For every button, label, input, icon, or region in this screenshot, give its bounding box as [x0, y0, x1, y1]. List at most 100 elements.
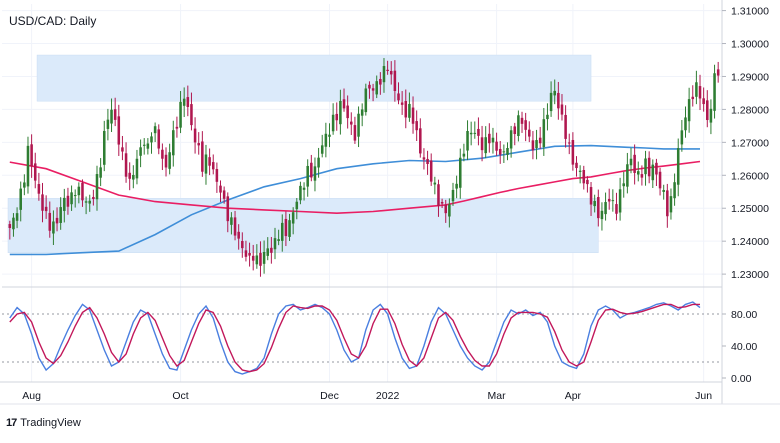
candle-body	[306, 165, 309, 187]
candle-body	[702, 98, 705, 105]
candle-body	[277, 239, 280, 241]
support-resistance-zones	[7, 54, 599, 253]
time-tick-label: Mar	[488, 390, 507, 402]
candle-body	[662, 189, 665, 192]
candle-body	[698, 86, 702, 99]
candle-body	[586, 179, 589, 185]
candle-body	[375, 81, 378, 95]
candle-body	[546, 114, 549, 120]
candle-body	[346, 105, 349, 119]
candle-body	[113, 109, 117, 120]
candle-body	[288, 220, 291, 237]
candle-body	[600, 210, 604, 220]
time-tick-label: Oct	[172, 390, 188, 402]
candle-body	[182, 98, 186, 106]
candle-body	[55, 217, 59, 224]
candle-body	[477, 128, 480, 136]
stochastic-d-line	[9, 303, 700, 373]
candle-body	[193, 128, 197, 143]
time-tick-label: Jun	[695, 390, 712, 402]
candle-body	[408, 103, 411, 118]
candle-body	[484, 137, 487, 154]
candle-body	[353, 125, 357, 141]
candle-body	[360, 109, 364, 116]
candle-body	[538, 137, 542, 144]
candle-body	[52, 221, 55, 234]
candle-body	[99, 167, 102, 178]
candle-body	[666, 190, 669, 217]
brand-footer: 17 TradingView	[6, 417, 81, 429]
candle-body	[92, 196, 95, 200]
price-tick-label: 1.28000	[731, 104, 769, 116]
candle-body	[404, 101, 408, 118]
candle-body	[560, 104, 564, 115]
candle-body	[615, 204, 618, 214]
candle-body	[411, 107, 415, 124]
candle-body	[549, 92, 553, 112]
candle-body	[8, 224, 12, 228]
candle-body	[517, 115, 520, 137]
candle-body	[142, 144, 146, 146]
candle-body	[713, 73, 716, 111]
price-tick-label: 1.30000	[731, 39, 769, 51]
candle-body	[299, 185, 302, 201]
candle-body	[687, 99, 691, 122]
price-tick-label: 1.27000	[731, 137, 769, 149]
candle-body	[397, 93, 400, 101]
candle-body	[175, 126, 179, 129]
candle-body	[320, 145, 324, 154]
candle-body	[259, 252, 262, 266]
fast-moving-average-line	[9, 160, 701, 215]
candle-body	[241, 241, 244, 249]
candle-body	[491, 137, 495, 143]
candle-body	[63, 197, 66, 211]
candle-body	[524, 120, 527, 130]
candle-body	[331, 114, 335, 132]
candle-body	[88, 200, 92, 204]
candle-body	[557, 92, 560, 109]
candle-body	[644, 158, 647, 175]
candle-body	[448, 204, 451, 217]
candle-body	[172, 130, 175, 156]
candle-body	[706, 100, 709, 121]
candle-body	[473, 132, 477, 134]
candle-body	[462, 153, 466, 157]
candle-body	[629, 158, 633, 166]
candle-body	[622, 183, 626, 187]
candle-body	[157, 129, 161, 149]
candle-body	[451, 189, 455, 202]
candle-body	[201, 141, 204, 172]
candle-body	[607, 198, 611, 202]
candle-body	[310, 162, 313, 178]
candle-body	[528, 129, 531, 137]
candle-body	[179, 101, 182, 128]
stochastic-axis[interactable]: 80.00 40.00 0.00	[722, 309, 757, 385]
candle-body	[132, 174, 135, 180]
candle-body	[313, 166, 317, 181]
candle-body	[280, 222, 284, 241]
time-axis[interactable]: Aug Oct Dec 2022 Mar Apr Jun	[22, 390, 712, 402]
candle-body	[251, 255, 255, 261]
candle-body	[520, 117, 524, 124]
candle-body	[186, 97, 190, 107]
price-axis[interactable]: 1.23000 1.24000 1.25000 1.26000 1.27000 1.280…	[722, 6, 769, 282]
candle-body	[564, 114, 567, 139]
candle-body	[19, 188, 22, 210]
candle-body	[400, 102, 404, 105]
candle-body	[150, 136, 153, 143]
candle-body	[204, 154, 208, 174]
time-tick-label: Apr	[565, 390, 582, 402]
candle-body	[30, 144, 33, 167]
price-tick-label: 1.29000	[731, 71, 769, 83]
candle-body	[535, 140, 538, 149]
chart-frame	[0, 0, 780, 405]
price-tick-label: 1.24000	[731, 236, 769, 248]
candle-body	[578, 170, 582, 172]
candle-body	[684, 117, 687, 131]
candle-body	[419, 128, 422, 154]
candle-body	[582, 170, 586, 184]
support-zone	[7, 198, 599, 253]
candle-body	[295, 201, 299, 210]
stochastic-tick-label: 0.00	[731, 373, 752, 385]
